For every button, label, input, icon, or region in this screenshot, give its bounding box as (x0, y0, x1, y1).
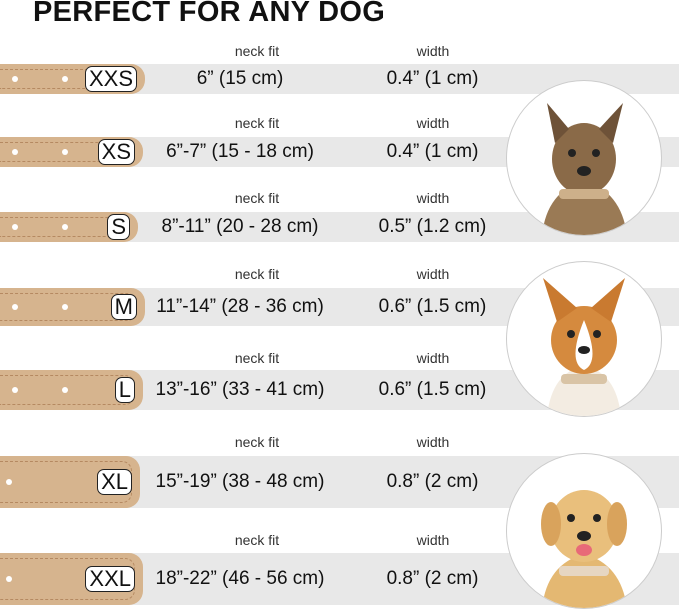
neck-fit-value: 18”-22” (46 - 56 cm) (155, 568, 325, 589)
width-value: 0.5” (1.2 cm) (378, 216, 487, 237)
width-label: width (416, 115, 450, 131)
width-label: width (416, 266, 450, 282)
width-value: 0.6” (1.5 cm) (378, 379, 487, 400)
size-tag: XL (97, 469, 132, 495)
size-tag: L (114, 377, 135, 403)
width-label: width (416, 434, 450, 450)
size-tag: XS (97, 139, 135, 165)
collar-strap: S (0, 212, 138, 242)
size-tag: M (110, 294, 137, 320)
width-label: width (416, 532, 450, 548)
neck-fit-value: 11”-14” (28 - 36 cm) (156, 296, 324, 317)
size-tag: S (107, 214, 130, 240)
terrier-photo (506, 80, 662, 236)
width-value: 0.8” (2 cm) (386, 568, 479, 589)
neck-fit-label: neck fit (234, 532, 280, 548)
collar-strap: M (0, 288, 145, 326)
collar-strap: XXL (0, 553, 143, 605)
width-label: width (416, 190, 450, 206)
width-value: 0.4” (1 cm) (386, 141, 479, 162)
labrador-photo (506, 453, 662, 609)
neck-fit-value: 13”-16” (33 - 41 cm) (155, 379, 325, 400)
width-value: 0.8” (2 cm) (386, 471, 479, 492)
collar-strap: L (0, 370, 143, 410)
neck-fit-label: neck fit (234, 350, 280, 366)
neck-fit-value: 6” (15 cm) (196, 68, 284, 89)
width-label: width (416, 43, 450, 59)
neck-fit-label: neck fit (234, 115, 280, 131)
neck-fit-value: 15”-19” (38 - 48 cm) (155, 471, 325, 492)
neck-fit-label: neck fit (234, 434, 280, 450)
collar-strap: XL (0, 456, 140, 508)
width-value: 0.6” (1.5 cm) (378, 296, 487, 317)
collar-strap: XXS (0, 64, 145, 94)
width-label: width (416, 350, 450, 366)
page-title: PERFECT FOR ANY DOG (33, 0, 386, 28)
corgi-photo (506, 261, 662, 417)
neck-fit-value: 6”-7” (15 - 18 cm) (166, 141, 314, 162)
neck-fit-label: neck fit (234, 190, 280, 206)
size-tag: XXS (84, 66, 137, 92)
neck-fit-label: neck fit (234, 266, 280, 282)
width-value: 0.4” (1 cm) (386, 68, 479, 89)
collar-strap: XS (0, 137, 143, 167)
neck-fit-label: neck fit (234, 43, 280, 59)
neck-fit-value: 8”-11” (20 - 28 cm) (161, 216, 319, 237)
size-tag: XXL (85, 566, 135, 592)
